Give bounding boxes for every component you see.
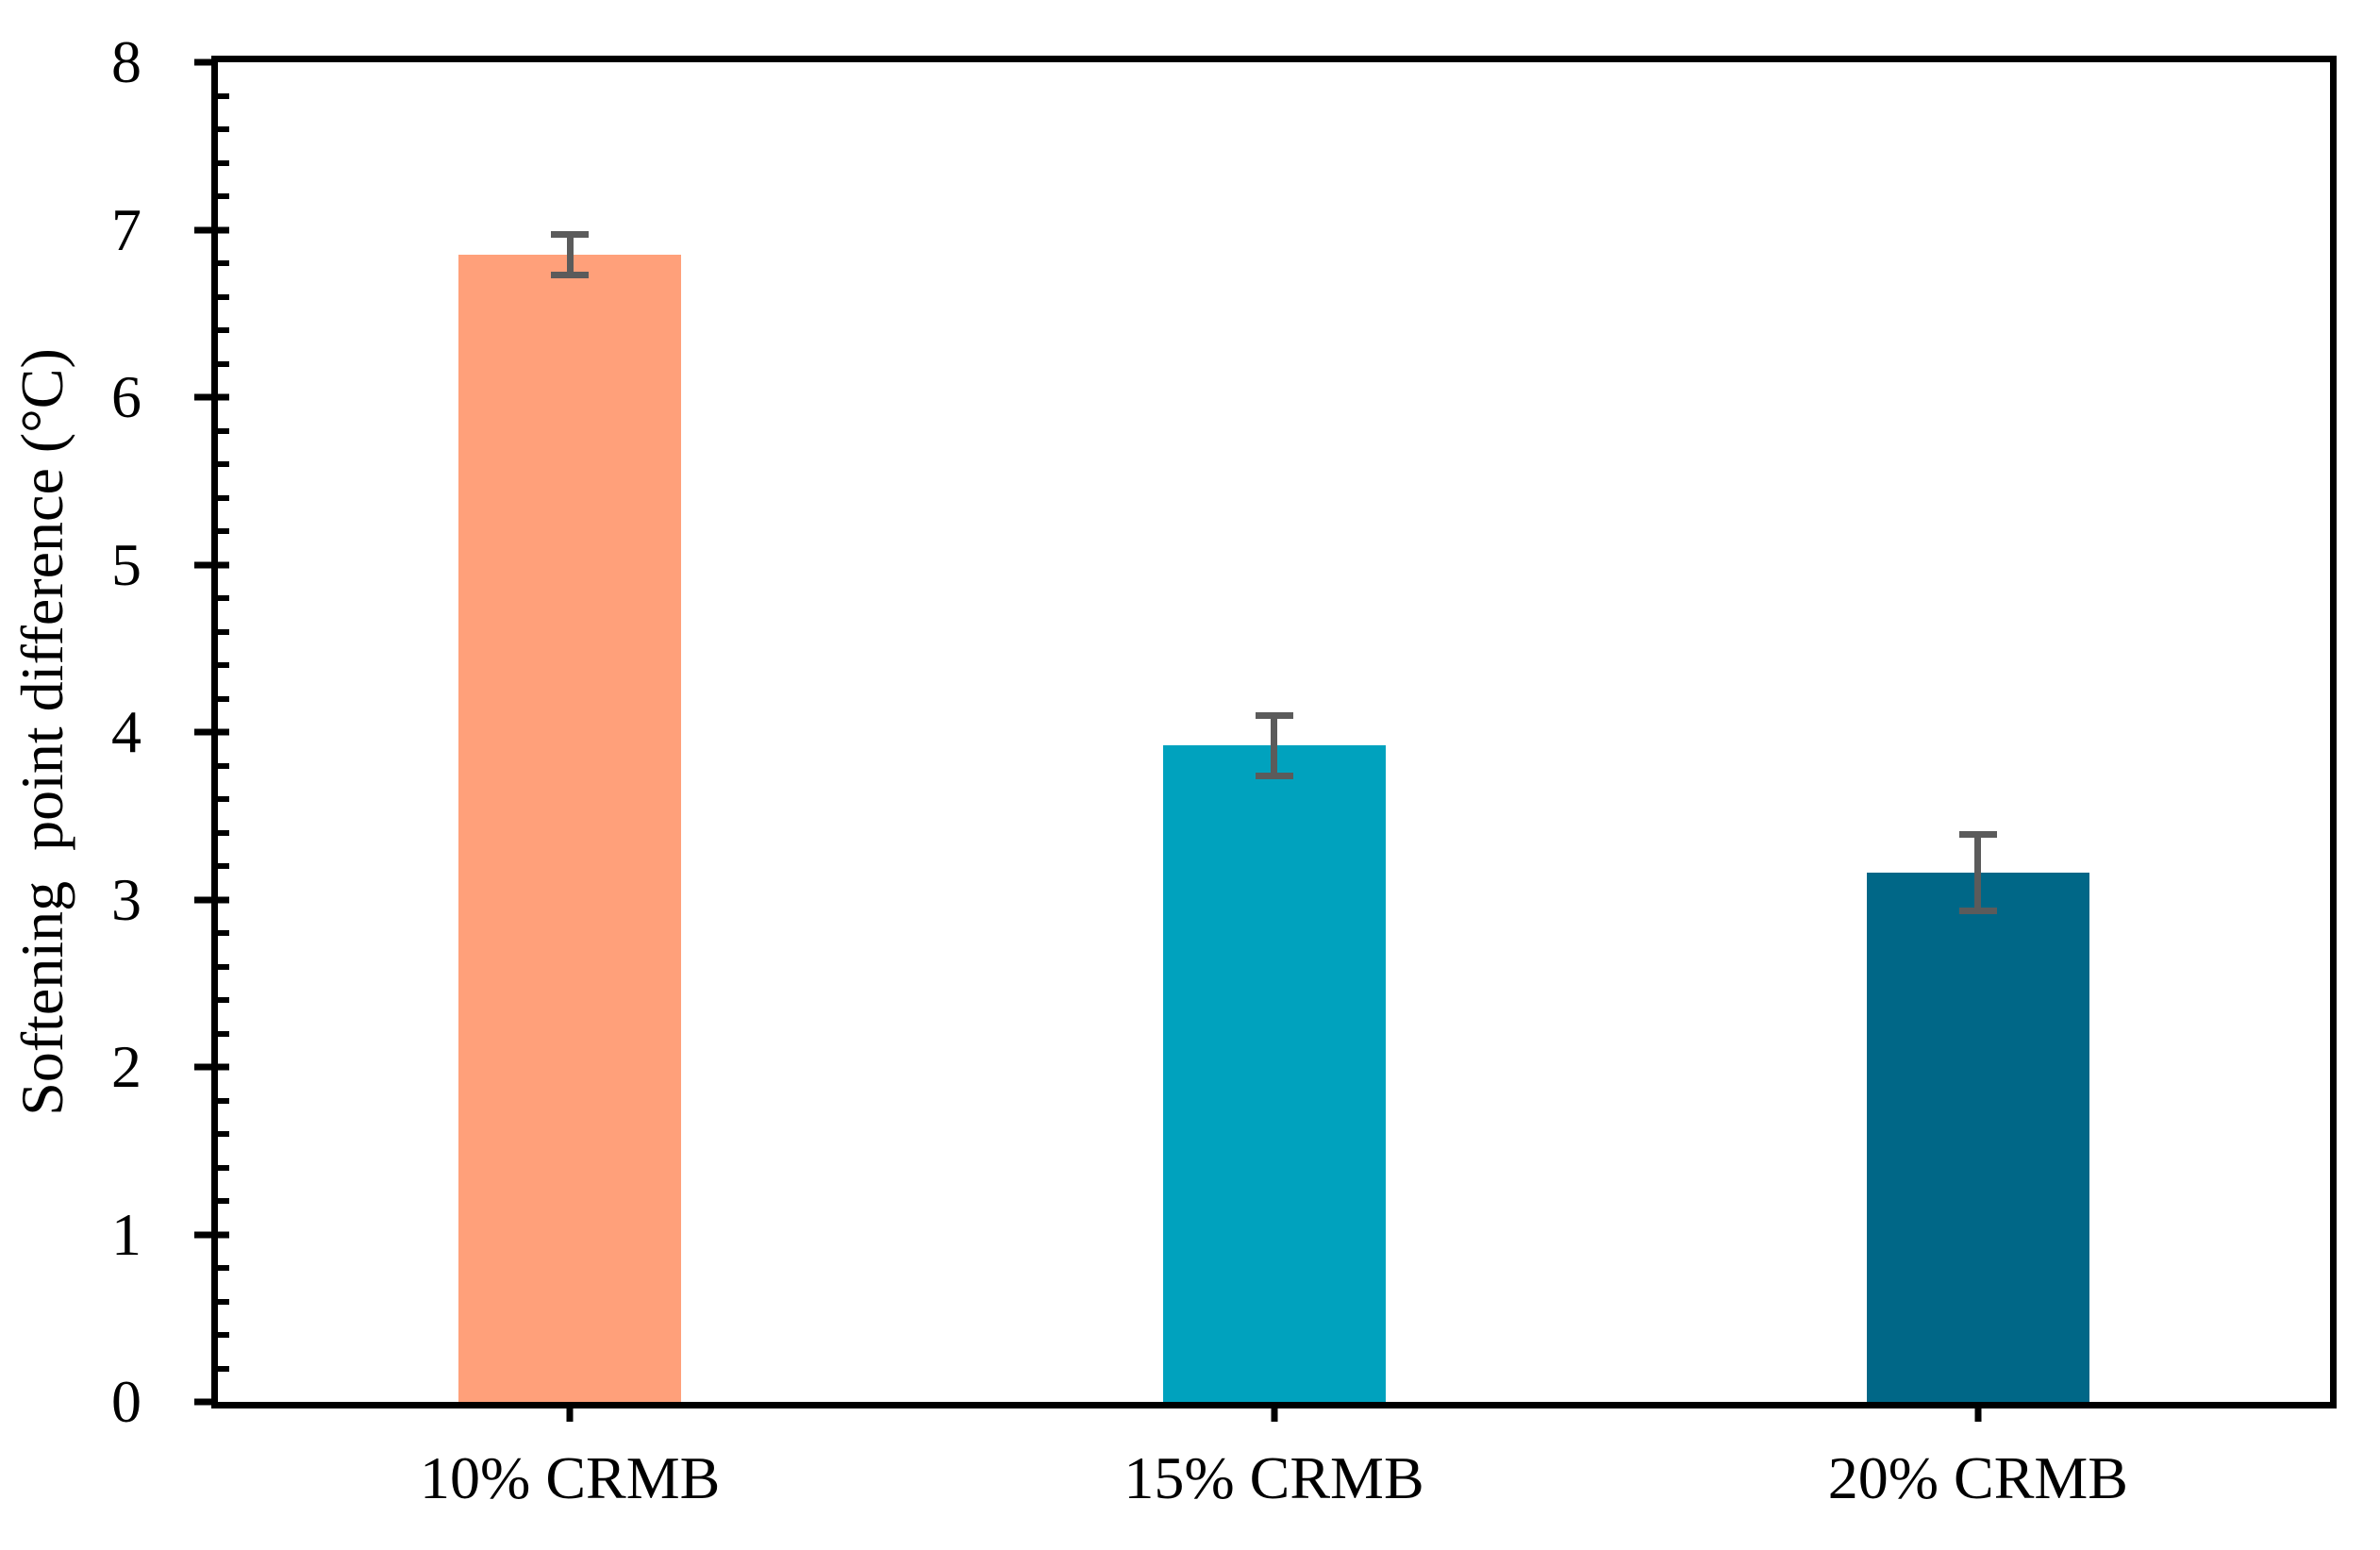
error-bar-cap-bottom bbox=[1255, 772, 1293, 779]
plot-area bbox=[194, 56, 2337, 1422]
y-tick-label: 4 bbox=[111, 698, 141, 765]
y-minor-tick bbox=[218, 260, 229, 266]
x-tick-label: 10% CRMB bbox=[420, 1444, 721, 1511]
y-minor-tick bbox=[218, 1198, 229, 1204]
x-tick bbox=[1974, 1402, 1982, 1422]
y-minor-tick bbox=[218, 1030, 229, 1037]
plot-inner bbox=[194, 58, 2330, 1422]
y-tick-label: 0 bbox=[111, 1368, 141, 1435]
y-minor-tick bbox=[218, 528, 229, 534]
y-major-tick bbox=[194, 58, 218, 66]
y-major-tick bbox=[194, 226, 218, 233]
y-minor-tick bbox=[218, 662, 229, 668]
y-minor-tick bbox=[218, 193, 229, 199]
y-minor-tick bbox=[218, 1097, 229, 1104]
error-bar-cap-top bbox=[1958, 830, 1997, 838]
y-tick-label: 5 bbox=[111, 530, 141, 598]
y-major-tick-inner bbox=[218, 561, 229, 568]
error-bar-cap-bottom bbox=[551, 271, 590, 278]
y-minor-tick bbox=[218, 159, 229, 166]
y-minor-tick bbox=[218, 1365, 229, 1372]
y-major-tick bbox=[194, 393, 218, 401]
y-tick-label: 8 bbox=[111, 28, 141, 95]
error-bar-cap-top bbox=[551, 231, 590, 239]
y-minor-tick bbox=[218, 829, 229, 836]
y-minor-tick bbox=[218, 92, 229, 99]
y-major-tick-inner bbox=[218, 728, 229, 736]
error-bar-stem bbox=[1974, 834, 1982, 911]
y-major-tick bbox=[194, 896, 218, 903]
y-tick-label: 2 bbox=[111, 1033, 141, 1100]
y-minor-tick bbox=[218, 1298, 229, 1305]
y-minor-tick bbox=[218, 360, 229, 367]
y-tick-label: 3 bbox=[111, 865, 141, 933]
y-major-tick-inner bbox=[218, 226, 229, 233]
x-tick bbox=[566, 1402, 574, 1422]
y-major-tick bbox=[194, 1398, 218, 1406]
y-minor-tick bbox=[218, 863, 229, 869]
y-minor-tick bbox=[218, 997, 229, 1003]
y-major-tick bbox=[194, 1231, 218, 1238]
y-minor-tick bbox=[218, 461, 229, 467]
y-minor-tick bbox=[218, 327, 229, 333]
x-tick-label: 15% CRMB bbox=[1123, 1444, 1424, 1511]
y-minor-tick bbox=[218, 1164, 229, 1171]
error-bar-stem bbox=[566, 234, 574, 275]
y-axis-title: Softening point difference (°C) bbox=[8, 348, 75, 1116]
y-minor-tick bbox=[218, 695, 229, 702]
y-major-tick-inner bbox=[218, 1231, 229, 1238]
y-minor-tick bbox=[218, 628, 229, 635]
bar bbox=[1866, 873, 2089, 1402]
y-minor-tick bbox=[218, 796, 229, 802]
y-tick-label: 1 bbox=[111, 1200, 141, 1268]
error-bar-stem bbox=[1271, 715, 1277, 776]
x-tick-label: 20% CRMB bbox=[1827, 1444, 2128, 1511]
y-minor-tick bbox=[218, 595, 229, 601]
y-major-tick bbox=[194, 728, 218, 736]
y-minor-tick bbox=[218, 762, 229, 769]
y-major-tick bbox=[194, 1063, 218, 1071]
y-major-tick-inner bbox=[218, 393, 229, 401]
y-major-tick bbox=[194, 561, 218, 568]
y-tick-label: 7 bbox=[111, 195, 141, 263]
y-minor-tick bbox=[218, 293, 229, 300]
y-minor-tick bbox=[218, 494, 229, 501]
y-minor-tick bbox=[218, 126, 229, 132]
y-minor-tick bbox=[218, 427, 229, 434]
y-minor-tick bbox=[218, 930, 229, 936]
y-minor-tick bbox=[218, 1265, 229, 1271]
y-minor-tick bbox=[218, 963, 229, 970]
error-bar-cap-top bbox=[1255, 711, 1293, 719]
y-major-tick-inner bbox=[218, 896, 229, 903]
error-bar-cap-bottom bbox=[1958, 908, 1997, 915]
y-tick-label: 6 bbox=[111, 363, 141, 430]
y-major-tick-inner bbox=[218, 1063, 229, 1071]
x-tick bbox=[1271, 1402, 1277, 1422]
bar bbox=[458, 255, 682, 1402]
bar bbox=[1162, 745, 1386, 1402]
y-minor-tick bbox=[218, 1332, 229, 1338]
y-minor-tick bbox=[218, 1131, 229, 1137]
